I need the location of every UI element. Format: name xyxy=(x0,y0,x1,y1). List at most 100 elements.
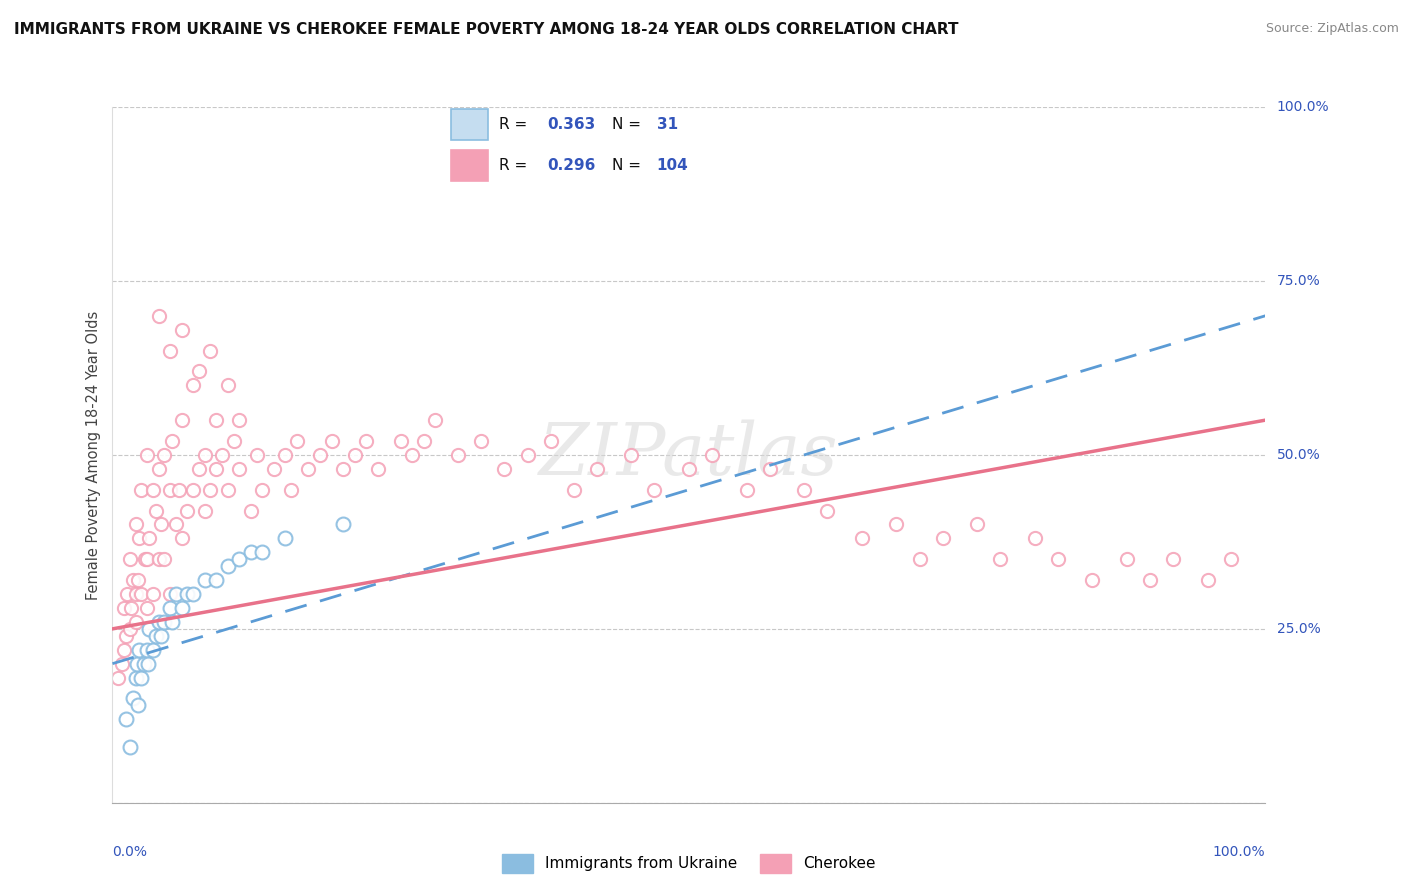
Text: 50.0%: 50.0% xyxy=(1277,448,1320,462)
Point xyxy=(118,552,141,566)
Point xyxy=(252,483,274,497)
Point xyxy=(200,343,222,358)
Text: Source: ZipAtlas.com: Source: ZipAtlas.com xyxy=(1265,22,1399,36)
Point xyxy=(321,434,343,448)
Point xyxy=(217,559,239,574)
Point xyxy=(118,740,141,755)
Point xyxy=(129,483,153,497)
Point xyxy=(181,483,204,497)
Point xyxy=(165,517,187,532)
Point xyxy=(931,532,953,546)
Point xyxy=(124,517,146,532)
Point xyxy=(148,552,170,566)
Point xyxy=(129,587,153,601)
Point xyxy=(107,671,129,685)
Point xyxy=(966,517,988,532)
Point xyxy=(217,378,239,392)
Point xyxy=(309,448,332,462)
Point xyxy=(205,413,228,427)
Point xyxy=(1219,552,1241,566)
Point xyxy=(124,587,146,601)
Point xyxy=(988,552,1011,566)
Point xyxy=(228,413,250,427)
Point xyxy=(136,448,159,462)
Point xyxy=(148,552,170,566)
Point xyxy=(111,657,134,671)
Point xyxy=(562,483,585,497)
Point xyxy=(585,462,607,476)
Point xyxy=(120,601,142,615)
Point xyxy=(425,413,447,427)
Point xyxy=(129,671,153,685)
Point xyxy=(145,629,167,643)
Text: R =: R = xyxy=(499,158,527,173)
Point xyxy=(851,532,873,546)
Point xyxy=(620,448,643,462)
Point xyxy=(159,587,181,601)
Point xyxy=(124,671,146,685)
Point xyxy=(412,434,434,448)
Point xyxy=(136,657,159,671)
Bar xyxy=(451,110,488,140)
Point xyxy=(153,552,176,566)
Point xyxy=(1219,552,1241,566)
Point xyxy=(700,448,723,462)
Point xyxy=(165,587,187,601)
Point xyxy=(200,343,222,358)
Point xyxy=(585,462,607,476)
Point xyxy=(793,483,815,497)
Point xyxy=(145,503,167,517)
Point xyxy=(170,413,193,427)
Point xyxy=(285,434,308,448)
Point xyxy=(128,532,150,546)
Point xyxy=(200,483,222,497)
Point xyxy=(170,532,193,546)
Point xyxy=(170,601,193,615)
Point xyxy=(112,601,135,615)
Point xyxy=(332,462,354,476)
Point xyxy=(124,615,146,629)
Point xyxy=(125,657,148,671)
Point xyxy=(188,364,211,378)
Point xyxy=(136,552,159,566)
Point xyxy=(815,503,838,517)
Point xyxy=(205,462,228,476)
Point xyxy=(1116,552,1139,566)
Point xyxy=(217,378,239,392)
Text: IMMIGRANTS FROM UKRAINE VS CHEROKEE FEMALE POVERTY AMONG 18-24 YEAR OLDS CORRELA: IMMIGRANTS FROM UKRAINE VS CHEROKEE FEMA… xyxy=(14,22,959,37)
Point xyxy=(176,503,198,517)
Point xyxy=(205,573,228,587)
Point xyxy=(447,448,470,462)
Point xyxy=(966,517,988,532)
Point xyxy=(165,517,187,532)
Point xyxy=(678,462,700,476)
Point xyxy=(153,615,176,629)
Point xyxy=(122,691,145,706)
Point xyxy=(263,462,285,476)
Point xyxy=(112,642,135,657)
Point xyxy=(1161,552,1184,566)
Point xyxy=(1046,552,1069,566)
Point xyxy=(159,483,181,497)
Text: 104: 104 xyxy=(657,158,689,173)
Point xyxy=(297,462,319,476)
Point xyxy=(118,552,141,566)
Point xyxy=(170,413,193,427)
Point xyxy=(332,462,354,476)
Point xyxy=(181,378,204,392)
Point xyxy=(200,483,222,497)
Point xyxy=(758,462,780,476)
Point xyxy=(159,483,181,497)
Point xyxy=(1197,573,1219,587)
Point xyxy=(245,448,267,462)
Point xyxy=(239,503,262,517)
Point xyxy=(148,462,170,476)
Point xyxy=(112,642,135,657)
Point xyxy=(297,462,319,476)
Point xyxy=(115,629,138,643)
Point xyxy=(117,587,139,601)
Point xyxy=(194,448,217,462)
Point xyxy=(239,503,262,517)
Point xyxy=(169,483,191,497)
Point xyxy=(494,462,516,476)
